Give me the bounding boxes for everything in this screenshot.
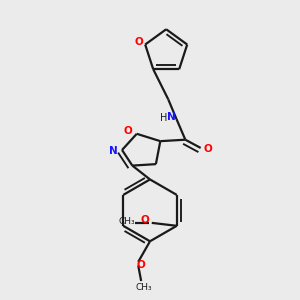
Text: CH₃: CH₃: [118, 218, 135, 226]
Text: O: O: [124, 126, 132, 136]
Text: O: O: [134, 37, 143, 46]
Text: CH₃: CH₃: [136, 283, 152, 292]
Text: N: N: [167, 112, 176, 122]
Text: H: H: [160, 112, 168, 123]
Text: N: N: [109, 146, 118, 156]
Text: O: O: [136, 260, 145, 270]
Text: O: O: [204, 144, 212, 154]
Text: O: O: [141, 215, 150, 225]
